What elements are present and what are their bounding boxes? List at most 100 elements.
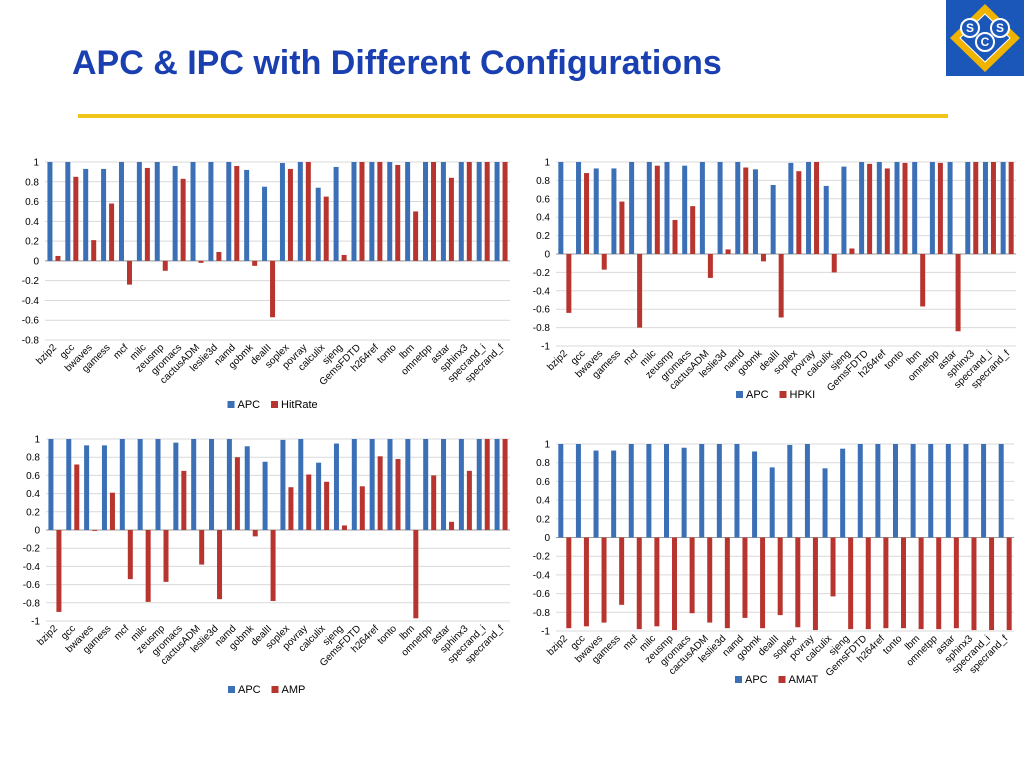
bar-hpki xyxy=(690,206,696,254)
legend-label: HPKI xyxy=(790,389,816,401)
bar-apc xyxy=(734,444,740,538)
ssc-logo: S S C xyxy=(946,0,1024,76)
legend-swatch xyxy=(778,676,786,683)
bar-hpki xyxy=(601,254,607,270)
bar-apc xyxy=(316,462,322,530)
bar-hpki xyxy=(637,254,643,328)
bar-hitrate xyxy=(73,176,79,261)
chart-apc-hitrate: 1 0.8 0.6 0.4 0.2 0 -0.2 -0.4 -0.6 -0.8 bzip2 gcc bw… xyxy=(0,150,510,420)
bar-apc xyxy=(387,162,393,261)
y-tick-label: 0.8 xyxy=(26,453,40,464)
x-tick-label: mcf xyxy=(622,348,641,367)
bar-apc xyxy=(646,444,652,538)
bar-amat xyxy=(654,537,660,627)
y-tick-label: 1 xyxy=(544,158,550,169)
bar-apc xyxy=(190,162,196,261)
bar-amat xyxy=(812,537,818,631)
bar-apc xyxy=(405,162,411,261)
y-tick-label: 0 xyxy=(544,533,550,544)
bar-amat xyxy=(566,537,572,629)
bar-apc xyxy=(298,439,304,530)
y-tick-label: 0.4 xyxy=(25,217,39,228)
y-tick-label: 0 xyxy=(544,250,550,261)
bar-amp xyxy=(306,474,312,530)
y-tick-label: 0.2 xyxy=(536,231,550,242)
bar-hitrate xyxy=(109,203,115,261)
x-tick-label: mcf xyxy=(621,633,640,652)
bar-amat xyxy=(742,537,748,618)
y-tick-label: 0.6 xyxy=(536,194,550,205)
bar-apc xyxy=(280,439,286,530)
y-tick-label: -0.8 xyxy=(533,608,551,619)
bar-apc xyxy=(593,450,599,538)
bar-apc xyxy=(369,162,375,261)
bar-apc xyxy=(841,166,847,254)
bar-amp xyxy=(395,459,401,530)
bar-amp xyxy=(466,470,472,530)
bar-apc xyxy=(806,162,812,254)
bar-amat xyxy=(707,537,713,623)
bar-apc xyxy=(982,162,988,254)
bar-hitrate xyxy=(198,260,204,263)
bar-amat xyxy=(971,537,977,631)
title-underline xyxy=(78,114,948,118)
logo-circle-bottom xyxy=(975,32,995,52)
bar-apc xyxy=(83,168,89,261)
y-tick-label: -1 xyxy=(541,627,550,638)
bar-amat xyxy=(583,537,589,627)
logo-letter-2: S xyxy=(996,21,1004,35)
legend-label: APC xyxy=(238,399,261,411)
logo-circle-right xyxy=(990,18,1010,38)
bar-apc xyxy=(752,169,758,254)
bar-apc xyxy=(576,162,582,254)
bar-apc xyxy=(209,439,215,530)
bar-apc xyxy=(369,439,375,530)
bar-hitrate xyxy=(270,260,276,318)
bar-amp xyxy=(109,492,115,530)
bar-apc xyxy=(423,162,429,261)
bar-apc xyxy=(494,162,500,261)
bar-amat xyxy=(830,537,836,597)
y-tick-label: 0.8 xyxy=(25,177,39,188)
bar-hpki xyxy=(619,201,625,254)
y-tick-label: 0.6 xyxy=(26,471,40,482)
bar-apc xyxy=(173,442,179,530)
bar-apc xyxy=(893,444,898,538)
bar-amat xyxy=(901,537,906,629)
bar-apc xyxy=(857,444,863,538)
bar-apc xyxy=(226,439,232,530)
bar-apc xyxy=(47,162,53,261)
bar-hitrate xyxy=(144,167,150,261)
y-tick-label: -0.4 xyxy=(533,286,551,297)
bar-apc xyxy=(405,439,411,530)
bar-hpki xyxy=(990,162,996,254)
bar-apc xyxy=(84,445,90,530)
bar-hpki xyxy=(955,254,961,332)
bar-amp xyxy=(163,530,169,582)
y-tick-label: -0.4 xyxy=(23,562,41,573)
bar-apc xyxy=(628,444,634,538)
bar-hitrate xyxy=(305,162,311,261)
bar-hitrate xyxy=(216,251,222,261)
bar-amat xyxy=(883,537,889,629)
bar-apc xyxy=(101,168,107,261)
bar-apc xyxy=(787,444,793,538)
bar-amat xyxy=(848,537,854,630)
bar-apc xyxy=(717,162,723,254)
legend-label: APC xyxy=(746,389,769,401)
bar-apc xyxy=(912,162,918,254)
bar-apc xyxy=(664,444,669,538)
bar-hpki xyxy=(973,162,979,254)
bar-apc xyxy=(118,162,124,261)
y-tick-label: 0.8 xyxy=(536,458,550,469)
bar-apc xyxy=(646,162,652,254)
bar-hitrate xyxy=(502,162,508,261)
bar-apc xyxy=(699,444,705,538)
bar-amat xyxy=(936,537,942,630)
chart-svg: 10.80.60.40.20-0.2-0.4-0.6-0.8-1bzip2gcc… xyxy=(533,440,1014,686)
bar-apc xyxy=(664,162,670,254)
bar-apc xyxy=(629,162,635,254)
bar-amp xyxy=(56,530,62,612)
y-tick-label: 0.2 xyxy=(25,237,39,248)
